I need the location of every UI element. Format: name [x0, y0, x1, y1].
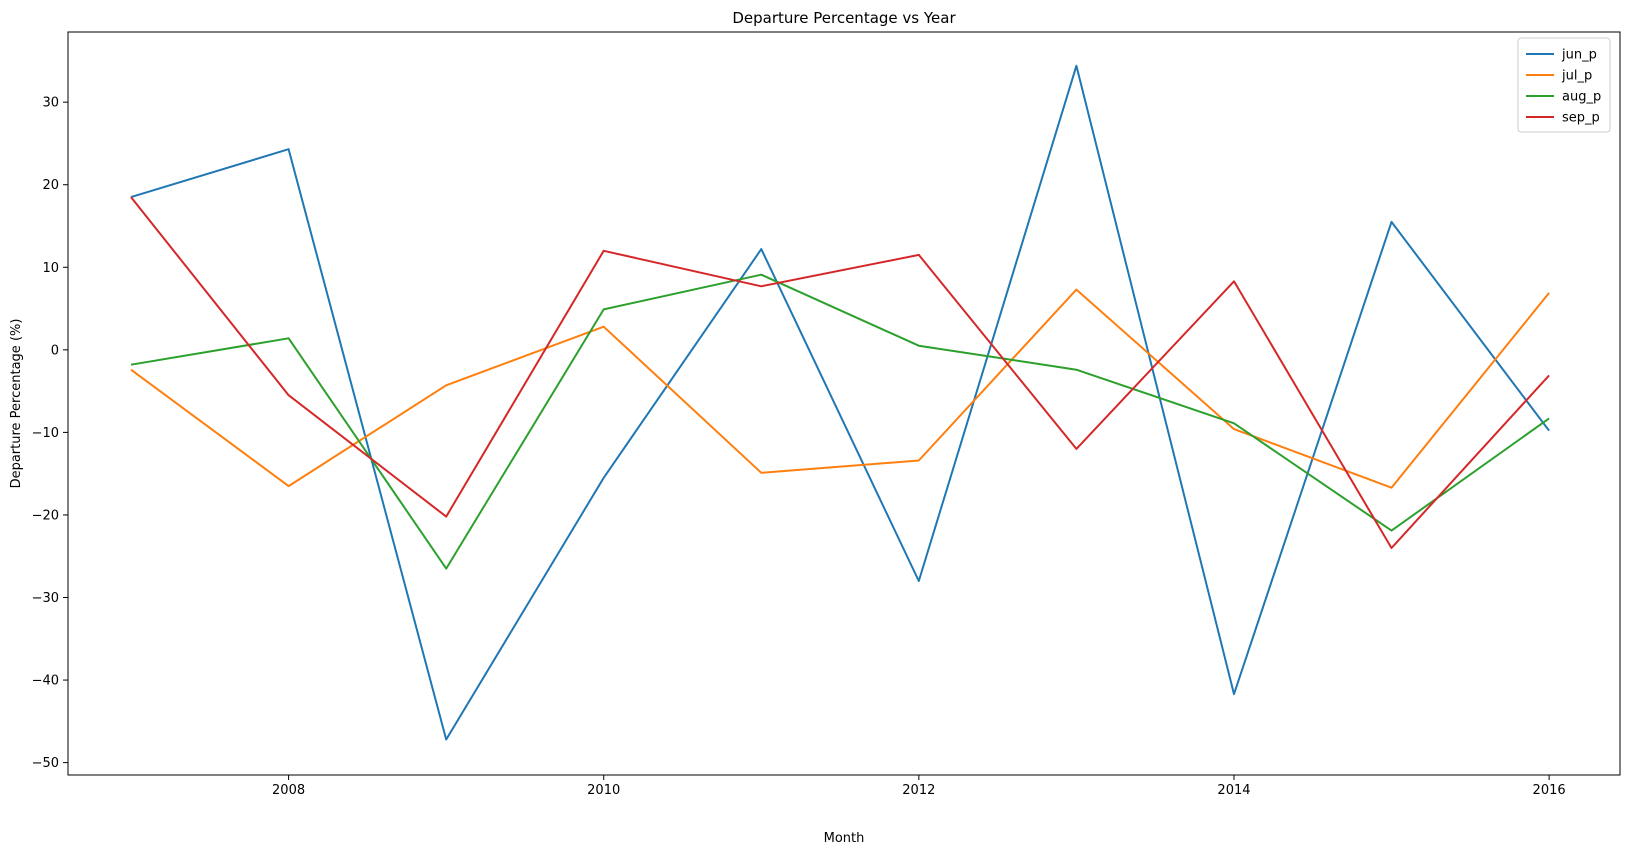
x-tick-label: 2008 [272, 783, 305, 798]
chart-title: Departure Percentage vs Year [732, 9, 956, 27]
y-tick-label: −50 [32, 756, 59, 771]
y-tick-label: 20 [42, 178, 59, 193]
series-line-sep-p [130, 196, 1550, 549]
x-tick-label: 2010 [587, 783, 620, 798]
y-tick-label: −30 [32, 591, 59, 606]
series-line-jul-p [130, 288, 1550, 489]
legend-box [1517, 37, 1611, 133]
plot-lines [130, 64, 1550, 741]
series-line-jun-p [130, 64, 1550, 741]
legend: jun_p jul_p aug_p sep_p [1517, 37, 1611, 133]
plot-frame [67, 31, 1621, 776]
x-tick-label: 2012 [902, 783, 935, 798]
x-tick-label: 2016 [1533, 783, 1566, 798]
y-tick-label: −20 [32, 508, 59, 523]
x-axis: 2008 2010 2012 2014 2016 [272, 775, 1566, 798]
legend-label-sep-p: sep_p [1562, 111, 1600, 126]
legend-label-jul-p: jul_p [1561, 69, 1592, 84]
y-axis: −50 −40 −30 −20 −10 0 10 20 30 [32, 96, 68, 771]
x-tick-label: 2014 [1217, 783, 1250, 798]
y-tick-label: 10 [42, 261, 59, 276]
legend-label-jun-p: jun_p [1561, 48, 1597, 63]
y-tick-label: −10 [32, 426, 59, 441]
y-tick-label: 30 [42, 96, 59, 111]
y-tick-label: 0 [51, 343, 59, 358]
y-axis-title: Departure Percentage (%) [9, 319, 24, 489]
y-tick-label: −40 [32, 674, 59, 689]
legend-label-aug-p: aug_p [1562, 90, 1601, 105]
series-line-aug-p [130, 273, 1550, 570]
x-axis-title: Month [824, 831, 865, 846]
